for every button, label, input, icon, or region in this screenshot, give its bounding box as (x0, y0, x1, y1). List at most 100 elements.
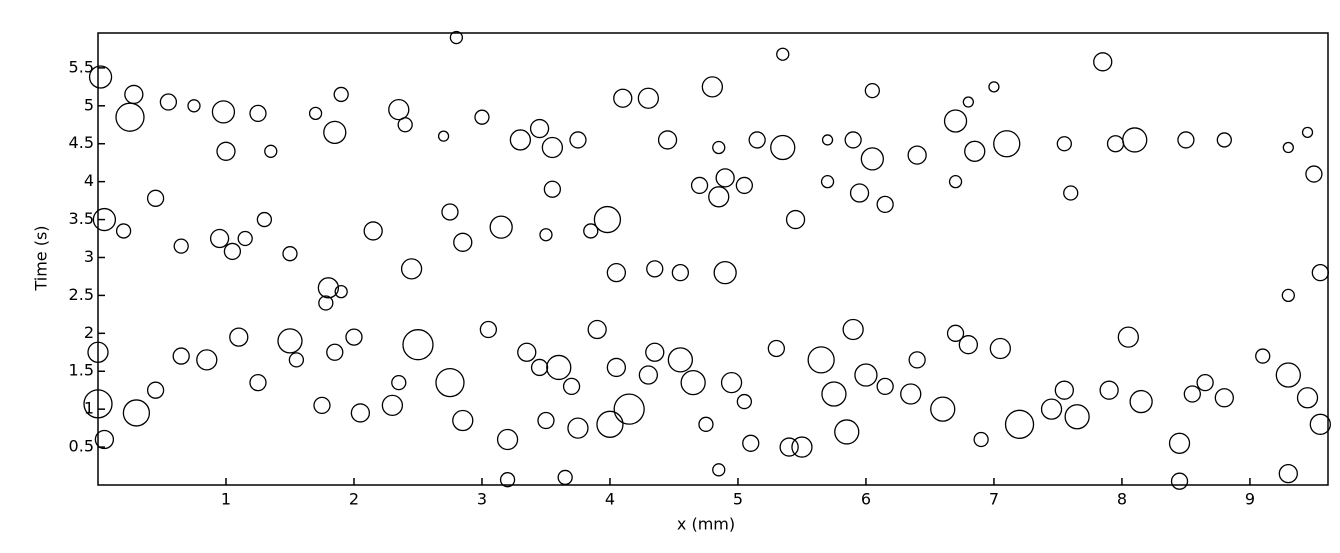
x-axis-label: x (mm) (677, 515, 735, 534)
bubble (83, 389, 113, 419)
bubble (249, 373, 267, 392)
bubble (988, 81, 1000, 93)
bubble (172, 347, 190, 365)
bubble (698, 416, 714, 432)
bubble (437, 130, 450, 142)
bubble (363, 221, 383, 241)
bubble (948, 174, 963, 189)
y-tick-label: 4.5 (69, 133, 94, 152)
bubble (323, 120, 347, 144)
y-tick-label: 2 (84, 323, 94, 342)
bubble (770, 134, 796, 161)
bubble (1064, 404, 1090, 430)
bubble (124, 84, 144, 105)
bubble (1093, 52, 1113, 72)
bubble (735, 176, 754, 195)
bubble (1106, 135, 1125, 153)
bubble (646, 260, 664, 278)
bubble (908, 351, 926, 369)
bubble (946, 324, 965, 342)
bubble (115, 223, 132, 239)
bubble (973, 431, 989, 448)
bubble (537, 411, 555, 430)
bubble (543, 180, 562, 198)
bubble (541, 136, 564, 159)
bubble (474, 109, 490, 125)
bubble (958, 335, 978, 355)
bubble (820, 174, 835, 189)
bubble (930, 396, 956, 422)
bubble (1054, 380, 1074, 400)
bubble (1168, 432, 1191, 454)
bubble (115, 102, 145, 132)
bubble (496, 428, 519, 451)
bubble (539, 228, 553, 242)
bubble (569, 131, 587, 149)
y-tick-label: 1 (84, 399, 94, 418)
bubble (680, 369, 706, 396)
bubble (196, 349, 218, 371)
bubble (216, 141, 236, 161)
bubble (122, 399, 151, 427)
bubble (606, 357, 627, 378)
bubble (333, 86, 349, 103)
bubble (864, 82, 880, 99)
bubble (657, 130, 678, 150)
bubble (638, 365, 659, 385)
bubble (326, 343, 344, 361)
bubble (834, 419, 860, 445)
bubble (92, 207, 117, 232)
bubble (767, 339, 786, 358)
y-axis-label: Time (s) (32, 225, 51, 291)
bubble (229, 327, 249, 347)
bubble (146, 189, 165, 207)
bubble (449, 30, 464, 45)
bubble (637, 87, 660, 109)
y-tick-label: 3.5 (69, 209, 94, 228)
bubble (1063, 185, 1079, 201)
bubble (708, 186, 730, 208)
y-tick-label: 1.5 (69, 361, 94, 380)
bubble (388, 98, 410, 121)
bubble (562, 377, 581, 396)
bubble (1170, 472, 1189, 490)
bubble (807, 346, 835, 374)
x-tick-label: 5 (733, 490, 743, 509)
bubble (1281, 288, 1295, 303)
x-tick-label: 7 (989, 490, 999, 509)
bubble (223, 242, 242, 261)
x-tick-label: 9 (1245, 490, 1255, 509)
bubble (530, 358, 549, 377)
bubble (1214, 388, 1234, 408)
bubble (277, 328, 303, 354)
bubble (785, 209, 806, 230)
x-tick-label: 8 (1117, 490, 1127, 509)
bubble (308, 106, 323, 121)
x-tick-label: 6 (861, 490, 871, 509)
bubble (748, 131, 766, 149)
bubble (720, 371, 743, 394)
bubble (593, 205, 622, 234)
bubble (1183, 385, 1201, 403)
bubble (452, 409, 474, 432)
bubble (1296, 387, 1319, 409)
bubble (1309, 413, 1331, 435)
bubble (435, 367, 465, 398)
y-tick-label: 2.5 (69, 285, 94, 304)
x-tick-label: 2 (349, 490, 359, 509)
bubble (1122, 127, 1148, 153)
bubble (187, 99, 201, 113)
bubble (701, 76, 724, 98)
bubble (94, 429, 115, 450)
bubble (715, 168, 735, 188)
bubble (400, 258, 423, 280)
bubble (441, 203, 459, 221)
bubble (88, 65, 113, 89)
bubble (821, 381, 847, 407)
bubble (381, 394, 404, 417)
bubble (1216, 132, 1232, 148)
bubble (1004, 409, 1035, 439)
bubble (667, 347, 694, 373)
bubble (842, 318, 864, 341)
bubble (209, 228, 230, 249)
